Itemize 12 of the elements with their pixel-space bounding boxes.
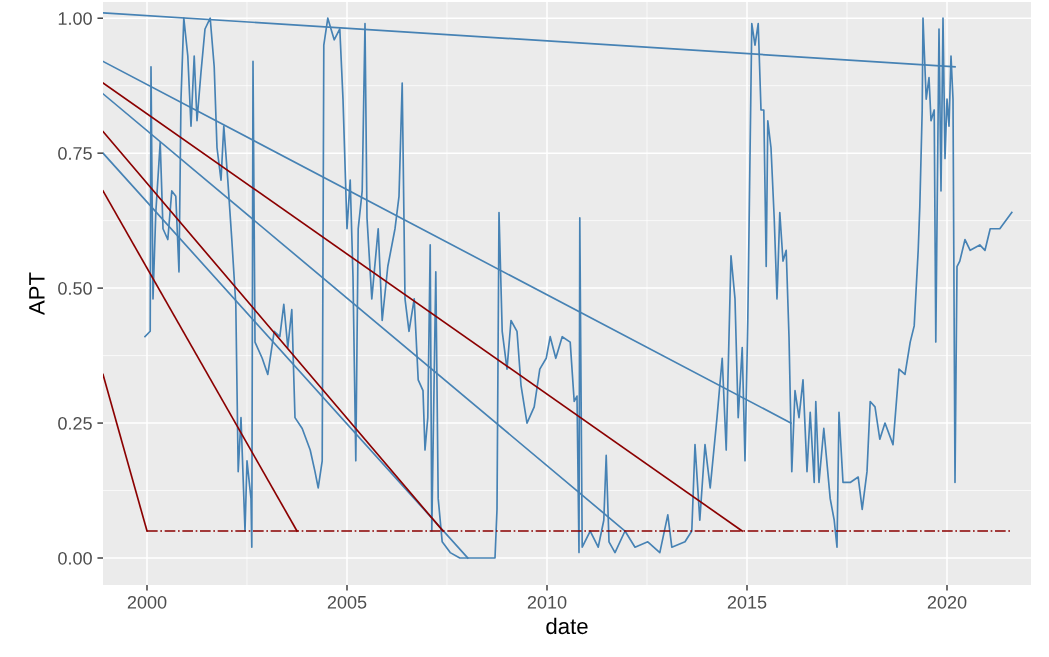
y-tick-label: 0.75 bbox=[58, 147, 92, 160]
x-axis-title: date bbox=[546, 617, 588, 635]
y-tick-label: 1.00 bbox=[58, 12, 92, 25]
y-tick-label: 0.50 bbox=[58, 282, 92, 295]
y-tick-label: 0.00 bbox=[58, 551, 92, 565]
x-tick-label: 2015 bbox=[727, 595, 767, 609]
x-tick-label: 2020 bbox=[927, 595, 967, 609]
x-tick-label: 2005 bbox=[327, 595, 367, 609]
x-tick-label: 2010 bbox=[527, 595, 567, 609]
y-axis-title: APT bbox=[29, 272, 45, 316]
y-tick-label: 0.25 bbox=[58, 416, 92, 430]
x-tick-label: 2000 bbox=[127, 595, 167, 609]
